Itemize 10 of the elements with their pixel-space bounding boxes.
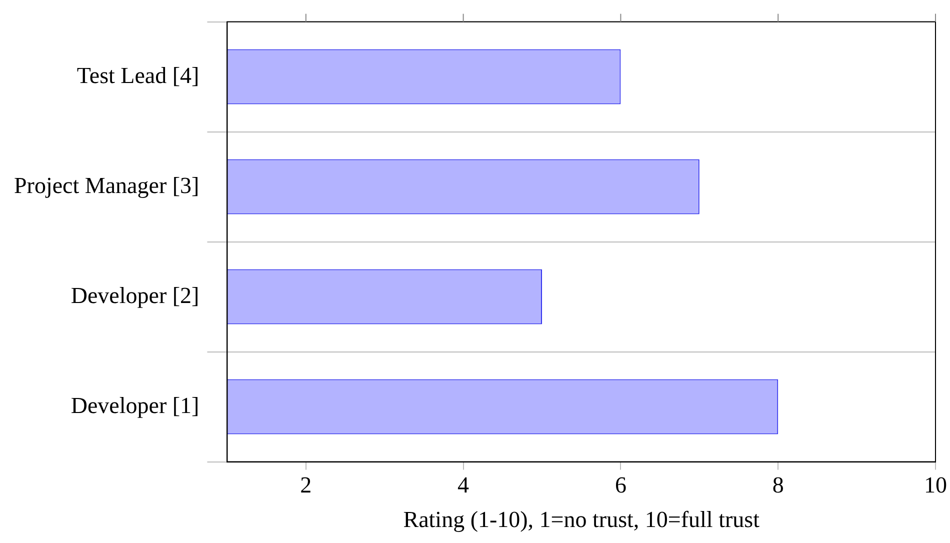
y-tick-label: Project Manager [3] — [14, 172, 200, 198]
y-tick-label: Developer [1] — [70, 392, 200, 418]
x-tick-label: 2 — [300, 472, 312, 498]
x-tick-label: 8 — [772, 472, 784, 498]
x-tick-label: 6 — [614, 472, 626, 498]
x-tick-label: 10 — [924, 472, 947, 498]
x-tick-label: 4 — [458, 472, 470, 498]
y-tick-label: Developer [2] — [70, 282, 200, 308]
y-tick-label: Test Lead [4] — [76, 62, 200, 88]
x-axis-title: Rating (1-10), 1=no trust, 10=full trust — [403, 507, 760, 532]
